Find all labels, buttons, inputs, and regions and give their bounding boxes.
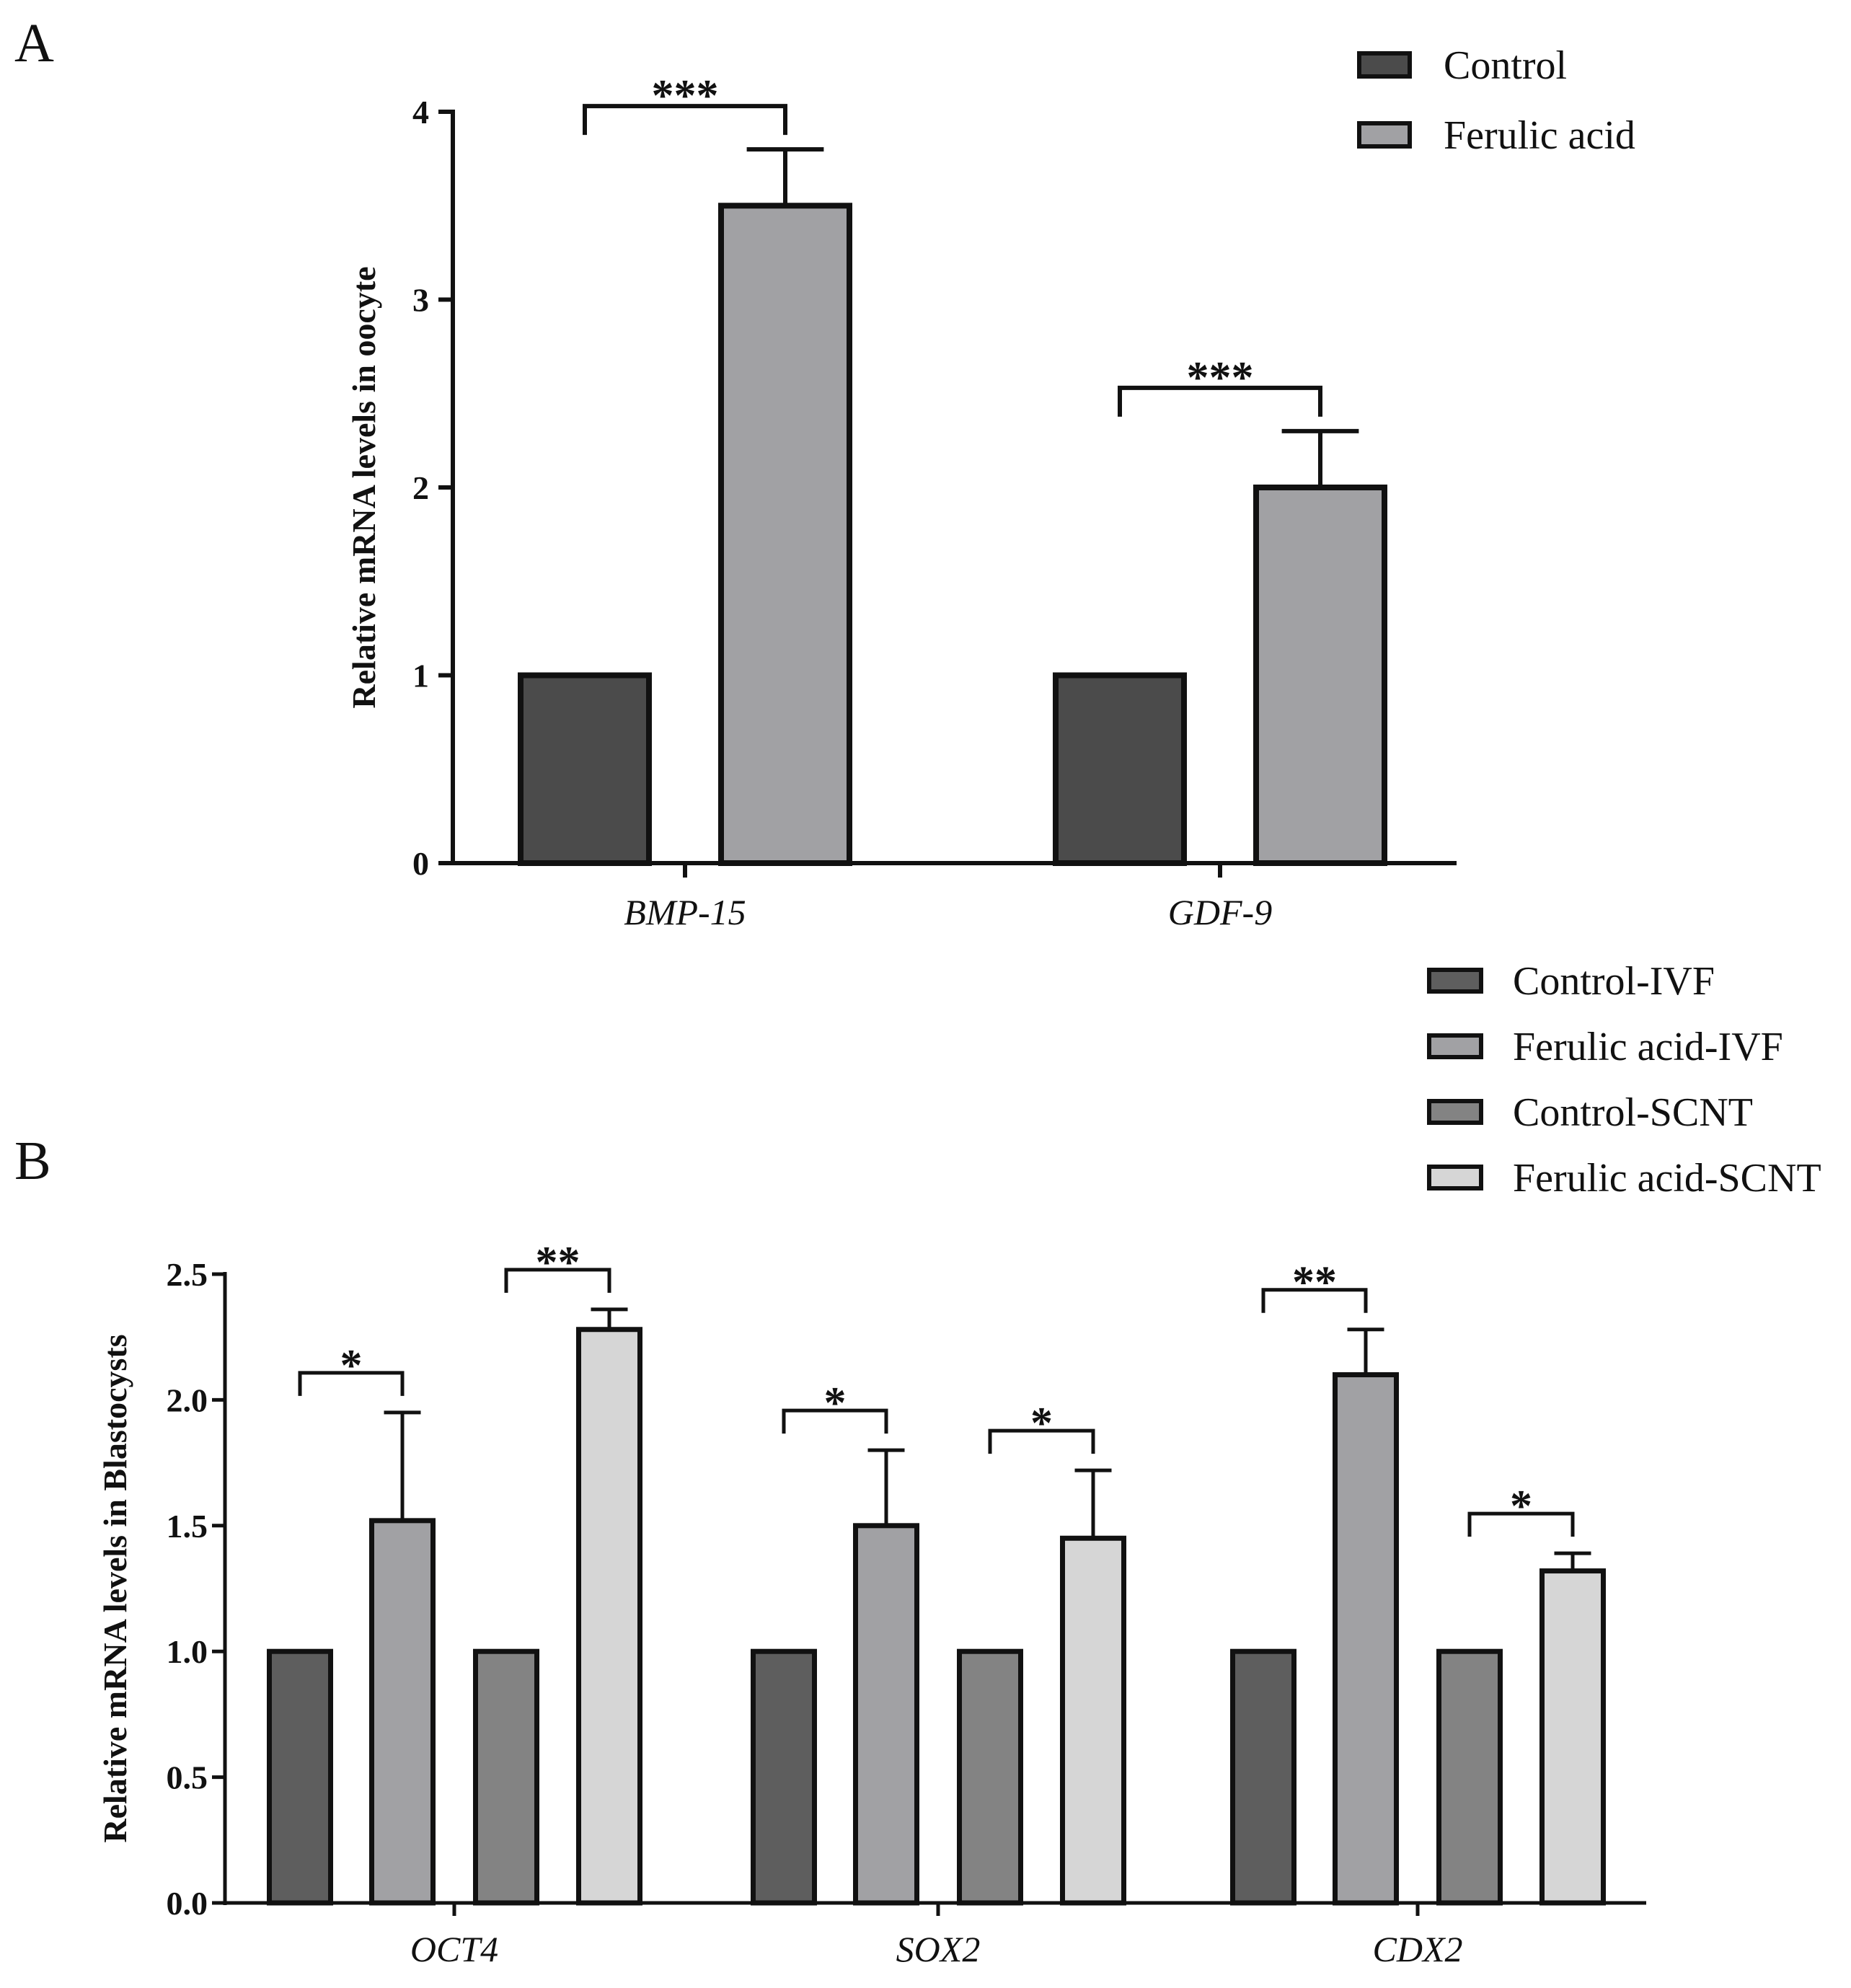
bar-b (957, 1648, 1023, 1906)
significance-bracket-a (583, 104, 787, 136)
y-tick-label-a: 4 (412, 94, 429, 131)
significance-label-a: *** (652, 71, 719, 120)
y-tick-label-b: 0.5 (167, 1759, 208, 1796)
category-label-a: GDF-9 (1168, 892, 1272, 932)
significance-label-b: * (824, 1379, 847, 1428)
y-tick-label-a: 1 (412, 658, 429, 694)
significance-bracket-b (1261, 1288, 1368, 1313)
bar-b (853, 1523, 919, 1906)
legend-swatch-b (1427, 1099, 1483, 1125)
significance-label-b: * (1510, 1482, 1532, 1531)
significance-label-b: ** (1292, 1258, 1337, 1307)
legend-label-b: Control-SCNT (1513, 1090, 1753, 1135)
legend-swatch-a (1357, 121, 1412, 149)
bar-a (718, 203, 852, 866)
y-tick-label-b: 1.5 (167, 1508, 208, 1545)
y-axis-label-a: Relative mRNA levels in oocyte (345, 266, 382, 708)
y-axis-label-b: Relative mRNA levels in Blastocysts (97, 1334, 133, 1842)
category-label-b: SOX2 (896, 1929, 981, 1969)
significance-label-a: *** (1187, 353, 1254, 402)
legend-swatch-a (1357, 51, 1412, 79)
bar-b (1230, 1648, 1296, 1906)
bar-a (1053, 672, 1187, 866)
bar-b (369, 1518, 436, 1906)
significance-label-b: * (1030, 1399, 1053, 1448)
y-tick-label-b: 0.0 (167, 1885, 208, 1922)
panel-letter-a: A (14, 13, 54, 74)
y-tick-label-b: 1.0 (167, 1633, 208, 1670)
legend-swatch-b (1427, 968, 1483, 994)
bar-a (518, 672, 652, 866)
significance-label-b: ** (536, 1238, 580, 1287)
category-label-b: CDX2 (1373, 1929, 1463, 1969)
significance-bracket-b (504, 1268, 611, 1293)
y-tick-label-b: 2.5 (167, 1256, 208, 1293)
legend-label-a: Control (1444, 43, 1567, 88)
significance-label-b: * (340, 1341, 363, 1390)
y-tick-label-a: 2 (412, 469, 429, 506)
legend-label-b: Ferulic acid-SCNT (1513, 1156, 1821, 1201)
legend-label-a: Ferulic acid (1444, 113, 1635, 158)
bar-b (267, 1648, 333, 1906)
bar-b (1333, 1372, 1399, 1906)
category-label-a: BMP-15 (624, 892, 746, 932)
legend-swatch-b (1427, 1033, 1483, 1059)
significance-bracket-b (782, 1408, 888, 1434)
chart-b-blastocyst-mrna: 0.0 0.5 1.0 1.5 2.0 2.5 Relative mRNA levels i… (97, 959, 1821, 1969)
bar-b (1436, 1648, 1503, 1906)
bar-b (1060, 1535, 1126, 1906)
significance-bracket-b (298, 1371, 405, 1396)
legend-label-b: Control-IVF (1513, 959, 1715, 1004)
y-tick-label-b: 2.0 (167, 1382, 208, 1418)
bar-b (1539, 1568, 1606, 1906)
legend-label-b: Ferulic acid-IVF (1513, 1025, 1783, 1069)
significance-bracket-a (1118, 385, 1322, 417)
significance-bracket-b (1467, 1511, 1575, 1537)
category-label-b: OCT4 (410, 1929, 498, 1969)
legend-swatch-b (1427, 1165, 1483, 1190)
chart-a-oocyte-mrna: 0 1 2 3 4 Relative mRNA levels in oocyte BMP-1… (345, 43, 1635, 932)
bar-b (473, 1648, 539, 1906)
significance-bracket-b (988, 1428, 1095, 1454)
bar-b (751, 1648, 817, 1906)
panel-letter-b: B (14, 1131, 51, 1191)
y-tick-label-a: 0 (412, 845, 429, 882)
y-tick-label-a: 3 (412, 282, 429, 319)
bar-b (576, 1327, 642, 1906)
bar-a (1253, 485, 1387, 866)
